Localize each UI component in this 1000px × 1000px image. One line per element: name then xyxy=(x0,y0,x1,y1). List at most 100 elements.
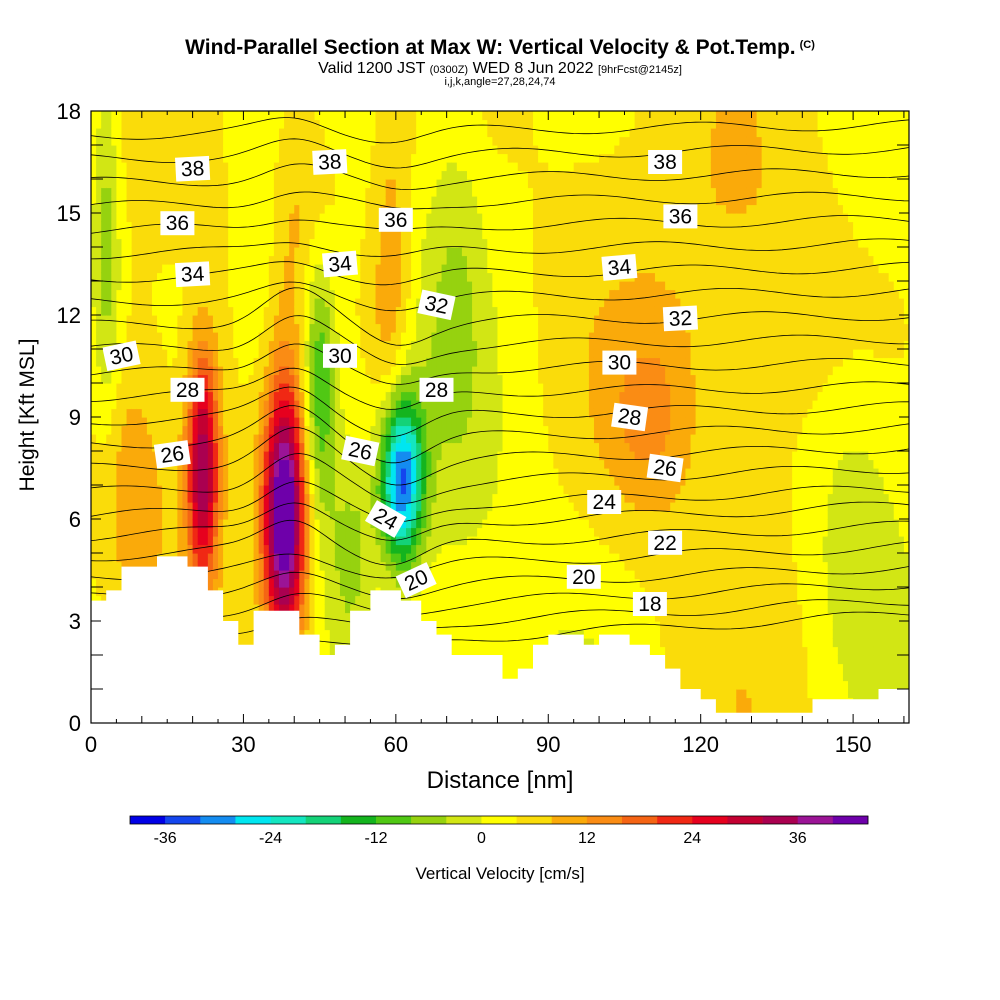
velocity-cell-3667 xyxy=(345,145,351,155)
velocity-cell-2277 xyxy=(248,332,255,342)
velocity-cell-1042 xyxy=(162,425,168,435)
velocity-cell-4580 xyxy=(411,340,417,350)
velocity-cell-1546 xyxy=(197,425,204,435)
velocity-cell-2574 xyxy=(268,255,275,265)
velocity-cell-1365 xyxy=(182,128,189,138)
velocity-cell-3785 xyxy=(355,366,361,376)
velocity-cell-2910 xyxy=(294,459,300,469)
velocity-cell-4961 xyxy=(436,162,443,172)
velocity-cell-69 xyxy=(91,128,97,138)
velocity-cell-380 xyxy=(116,544,123,554)
velocity-cell-666 xyxy=(136,561,143,571)
velocity-cell-1272 xyxy=(177,306,184,316)
velocity-cell-3363 xyxy=(324,281,331,291)
velocity-cell-2418 xyxy=(258,357,265,367)
velocity-cell-4578 xyxy=(411,357,417,367)
velocity-cell-3840 xyxy=(360,510,366,520)
velocity-cell-1268 xyxy=(177,340,184,350)
velocity-cell-2210 xyxy=(243,289,250,299)
velocity-cell-2136 xyxy=(238,306,245,316)
velocity-cell-3262 xyxy=(319,527,326,537)
velocity-cell-1392 xyxy=(187,510,194,520)
velocity-cell-2469 xyxy=(263,536,270,546)
velocity-cell-2644 xyxy=(273,272,280,282)
velocity-cell-3707 xyxy=(350,417,356,427)
velocity-cell-459 xyxy=(121,485,128,495)
velocity-cell-3543 xyxy=(339,587,346,597)
velocity-cell-3659 xyxy=(345,213,351,223)
velocity-cell-395 xyxy=(116,417,123,427)
velocity-cell-1606 xyxy=(202,527,209,537)
velocity-cell-494 xyxy=(121,187,128,197)
velocity-cell-1333 xyxy=(182,400,189,410)
velocity-cell-1410 xyxy=(187,357,194,367)
velocity-cell-355 xyxy=(111,145,117,155)
velocity-cell-2292 xyxy=(248,204,255,214)
velocity-cell-3082 xyxy=(304,221,311,231)
velocity-cell-1054 xyxy=(162,323,168,333)
velocity-cell-3118 xyxy=(309,527,316,537)
velocity-cell-1928 xyxy=(223,238,229,248)
velocity-cell-45 xyxy=(91,332,97,342)
velocity-cell-3513 xyxy=(334,230,341,240)
velocity-cell-311 xyxy=(111,519,117,529)
velocity-cell-2369 xyxy=(253,162,260,172)
velocity-cell-103 xyxy=(96,451,102,461)
velocity-cell-633 xyxy=(131,230,138,240)
velocity-cell-3578 xyxy=(339,289,346,299)
velocity-cell-692 xyxy=(136,340,143,350)
velocity-cell-571 xyxy=(126,145,133,155)
velocity-cell-453 xyxy=(121,536,128,546)
velocity-cell-1796 xyxy=(212,136,219,146)
velocity-cell-1698 xyxy=(207,357,214,367)
velocity-cell-4233 xyxy=(385,230,392,240)
velocity-cell-829 xyxy=(146,400,153,410)
velocity-cell-4797 xyxy=(426,332,433,342)
velocity-cell-4158 xyxy=(380,255,387,265)
velocity-cell-2727 xyxy=(278,179,285,189)
velocity-cell-2699 xyxy=(278,417,285,427)
velocity-cell-2927 xyxy=(294,315,300,325)
velocity-cell-4462 xyxy=(400,119,407,129)
velocity-cell-2974 xyxy=(299,527,305,537)
velocity-cell-1686 xyxy=(207,459,214,469)
velocity-cell-2568 xyxy=(268,306,275,316)
velocity-cell-2255 xyxy=(248,519,255,529)
velocity-cell-2555 xyxy=(268,417,275,427)
velocity-cell-1908 xyxy=(223,408,229,418)
velocity-cell-1624 xyxy=(202,374,209,384)
velocity-cell-1102 xyxy=(167,527,173,537)
velocity-cell-3804 xyxy=(355,204,361,214)
velocity-cell-4071 xyxy=(375,383,382,393)
velocity-cell-4078 xyxy=(375,323,382,333)
velocity-cell-1837 xyxy=(218,400,224,410)
velocity-cell-3671 xyxy=(345,111,351,121)
velocity-cell-15 xyxy=(91,587,97,597)
velocity-cell-4531 xyxy=(406,145,412,155)
velocity-cell-1567 xyxy=(197,247,204,257)
velocity-cell-3251 xyxy=(319,621,326,631)
velocity-cell-2589 xyxy=(268,128,275,138)
velocity-cell-3353 xyxy=(324,366,331,376)
velocity-cell-4059 xyxy=(375,485,382,495)
velocity-cell-2965 xyxy=(299,604,305,614)
velocity-cell-1477 xyxy=(192,400,199,410)
velocity-cell-3349 xyxy=(324,400,331,410)
velocity-cell-4704 xyxy=(421,510,427,520)
velocity-cell-1798 xyxy=(212,119,219,129)
velocity-cell-4561 xyxy=(411,502,417,512)
velocity-cell-3473 xyxy=(334,570,341,580)
velocity-cell-2692 xyxy=(278,476,285,486)
velocity-cell-631 xyxy=(131,247,138,257)
velocity-cell-2207 xyxy=(243,315,250,325)
velocity-cell-4714 xyxy=(421,425,427,435)
velocity-cell-668 xyxy=(136,544,143,554)
velocity-cell-3959 xyxy=(365,111,372,121)
velocity-cell-3649 xyxy=(345,298,351,308)
velocity-cell-4941 xyxy=(436,332,443,342)
velocity-cell-2206 xyxy=(243,323,250,333)
velocity-cell-922 xyxy=(151,221,158,231)
velocity-cell-696 xyxy=(136,306,143,316)
velocity-cell-1498 xyxy=(192,221,199,231)
velocity-cell-4733 xyxy=(421,264,427,274)
